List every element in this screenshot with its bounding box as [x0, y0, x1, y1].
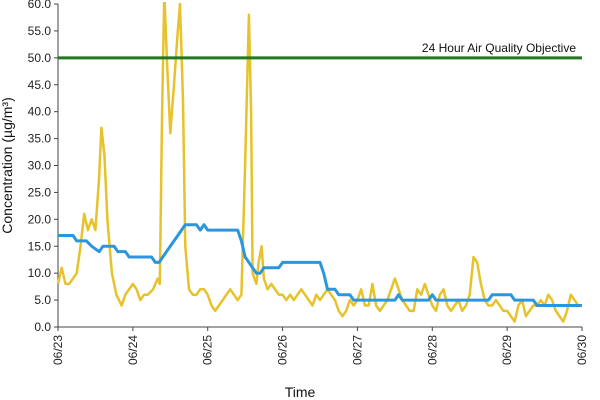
x-tick-label: 06/24	[126, 335, 140, 365]
y-tick-label: 0.0	[34, 320, 51, 334]
x-axis-title: Time	[285, 384, 316, 400]
y-tick-label: 35.0	[28, 132, 52, 146]
y-tick-label: 55.0	[28, 24, 52, 38]
y-tick-label: 60.0	[28, 0, 52, 11]
x-tick-label: 06/23	[51, 335, 65, 365]
y-tick-label: 25.0	[28, 185, 52, 199]
x-tick-label: 06/27	[350, 335, 364, 365]
series-hourly-line	[56, 2, 580, 323]
x-tick-label: 06/30	[575, 335, 589, 365]
y-tick-label: 50.0	[28, 51, 52, 65]
series-group	[56, 2, 582, 323]
y-axis: 0.0 5.0 10.0 15.0 20.0 25.0 30.0 35.0 40.0 45.0 50…	[28, 0, 59, 334]
objective-group: 24 Hour Air Quality Objective	[58, 41, 582, 60]
series-rolling-line	[58, 223, 582, 307]
y-tick-label: 20.0	[28, 212, 52, 226]
x-tick-label: 06/26	[276, 335, 290, 365]
y-axis-title: Concentration (µg/m³)	[0, 97, 15, 233]
y-tick-label: 10.0	[28, 266, 52, 280]
y-tick-label: 30.0	[28, 159, 52, 173]
x-tick-label: 06/25	[201, 335, 215, 365]
y-tick-label: 15.0	[28, 239, 52, 253]
y-tick-label: 40.0	[28, 105, 52, 119]
objective-label: 24 Hour Air Quality Objective	[422, 41, 576, 55]
x-axis: 06/23 06/24 06/25 06/26 06/27 06/28 06/29 06/30	[51, 326, 589, 365]
y-tick-label: 45.0	[28, 78, 52, 92]
x-tick-label: 06/28	[425, 335, 439, 365]
x-tick-label: 06/29	[500, 335, 514, 365]
y-tick-label: 5.0	[34, 293, 51, 307]
